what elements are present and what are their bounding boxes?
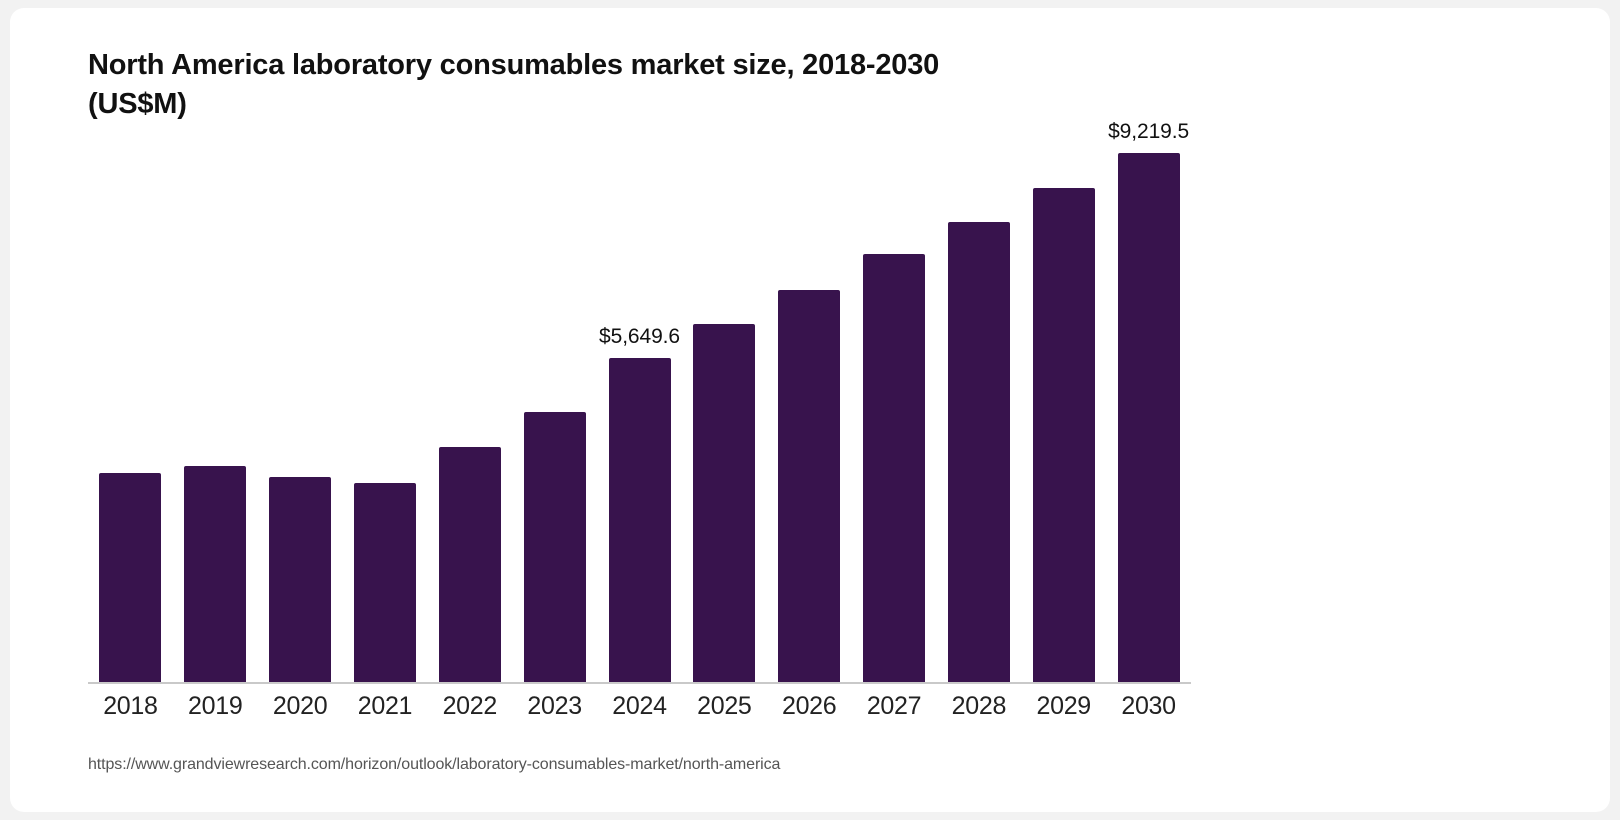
bar bbox=[1117, 153, 1180, 682]
x-axis-tick-label: 2021 bbox=[357, 692, 413, 720]
bar-value-label: $5,649.6 bbox=[599, 324, 680, 348]
bar-value-label: $9,219.5 bbox=[1108, 120, 1190, 143]
chart-card: North America laboratory consumables mar… bbox=[10, 8, 1610, 812]
x-axis-tick-label: 2025 bbox=[697, 692, 752, 720]
bar-group bbox=[269, 126, 332, 682]
bar bbox=[438, 446, 501, 682]
bar-group bbox=[1032, 126, 1095, 682]
bar-group: $9,219.5 bbox=[1108, 120, 1189, 682]
bar bbox=[523, 411, 586, 682]
source-url: https://www.grandviewresearch.com/horizo… bbox=[88, 756, 781, 773]
bar bbox=[269, 476, 332, 682]
bar-group bbox=[863, 126, 926, 682]
bar bbox=[184, 465, 247, 682]
bar bbox=[693, 324, 756, 682]
bar bbox=[778, 290, 841, 682]
bar-group bbox=[184, 126, 247, 682]
bar bbox=[99, 472, 162, 682]
x-axis-tick-label: 2026 bbox=[781, 692, 837, 720]
bar bbox=[863, 254, 926, 682]
bar-group bbox=[523, 126, 586, 682]
bar-group bbox=[99, 126, 162, 682]
bar bbox=[608, 357, 671, 682]
x-axis-tick-label: 2018 bbox=[103, 692, 158, 720]
bar-group bbox=[353, 126, 416, 682]
x-axis-tick-label: 2019 bbox=[188, 692, 243, 720]
x-axis-tick-label: 2028 bbox=[951, 692, 1007, 720]
x-axis-tick-label: 2027 bbox=[866, 692, 922, 720]
x-axis-tick-label: 2023 bbox=[527, 692, 582, 720]
bar bbox=[353, 482, 416, 682]
x-axis-tick-label: 2020 bbox=[272, 692, 328, 720]
bar bbox=[1032, 188, 1095, 682]
x-axis-tick-label: 2022 bbox=[442, 692, 498, 720]
plot-area: $5,649.6 $9,219.5 bbox=[88, 120, 1198, 684]
bar bbox=[947, 222, 1010, 682]
bar-group bbox=[947, 126, 1010, 682]
bar-group bbox=[778, 126, 841, 682]
x-axis-line bbox=[88, 682, 1191, 684]
x-axis-tick-label: 2024 bbox=[612, 692, 667, 720]
bar-group bbox=[438, 126, 501, 682]
chart-title: North America laboratory consumables mar… bbox=[88, 49, 940, 120]
x-axis-tick-label: 2029 bbox=[1036, 692, 1092, 720]
x-axis-tick-label: 2030 bbox=[1121, 692, 1176, 720]
bar-group: $5,649.6 bbox=[599, 126, 680, 682]
bar-group bbox=[693, 126, 756, 682]
